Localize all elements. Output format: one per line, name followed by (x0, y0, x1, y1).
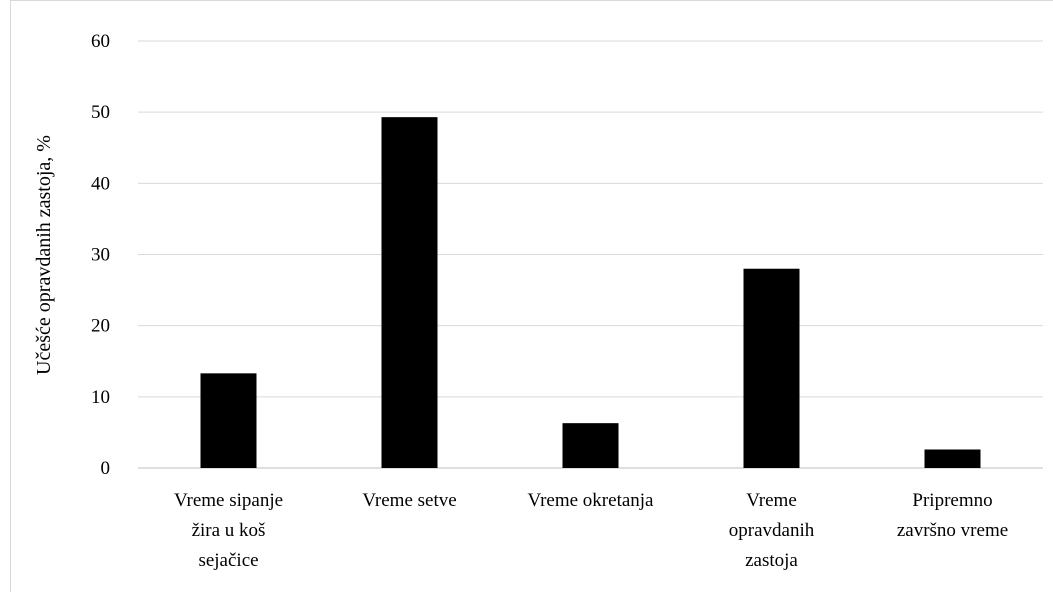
y-tick-label: 50 (91, 102, 110, 123)
bar (200, 373, 257, 468)
bar (381, 117, 438, 469)
bars (200, 117, 981, 469)
y-tick-label: 0 (101, 458, 111, 479)
x-category-label: Vreme opravdanih zastoja (729, 490, 815, 571)
x-category-label-line: Vreme okretanja (528, 490, 655, 511)
y-tick-label: 60 (91, 31, 110, 52)
gridlines (138, 40, 1043, 469)
chart-frame (10, 0, 1053, 592)
y-tick-labels: 0 10 20 30 40 50 60 (91, 31, 110, 479)
x-category-label-line: žira u koš (192, 520, 266, 541)
x-category-label: Pripremno završno vreme (897, 490, 1008, 541)
category-labels: Vreme sipanje žira u koš sejačice Vreme set… (174, 490, 1008, 571)
y-tick-label: 30 (91, 245, 110, 266)
x-category-label-line: Vreme sipanje (174, 490, 283, 511)
y-axis-label: Učešće opravdanih zastoja, % (33, 135, 55, 375)
x-category-label-line: sejačice (198, 550, 258, 571)
x-category-label-line: Vreme (746, 490, 797, 511)
y-tick-label: 10 (91, 387, 110, 408)
y-tick-label: 40 (91, 173, 110, 194)
x-category-label: Vreme setve (362, 490, 456, 511)
x-category-label-line: Pripremno (912, 490, 992, 511)
bar (924, 449, 981, 468)
x-category-label: Vreme sipanje žira u koš sejačice (174, 490, 283, 571)
x-category-label-line: završno vreme (897, 520, 1008, 541)
x-category-label-line: zastoja (745, 550, 798, 571)
bar (743, 268, 800, 468)
bar (562, 423, 619, 468)
x-category-label: Vreme okretanja (528, 490, 655, 511)
y-tick-label: 20 (91, 316, 110, 337)
x-category-label-line: Vreme setve (362, 490, 456, 511)
x-category-label-line: opravdanih (729, 520, 815, 541)
